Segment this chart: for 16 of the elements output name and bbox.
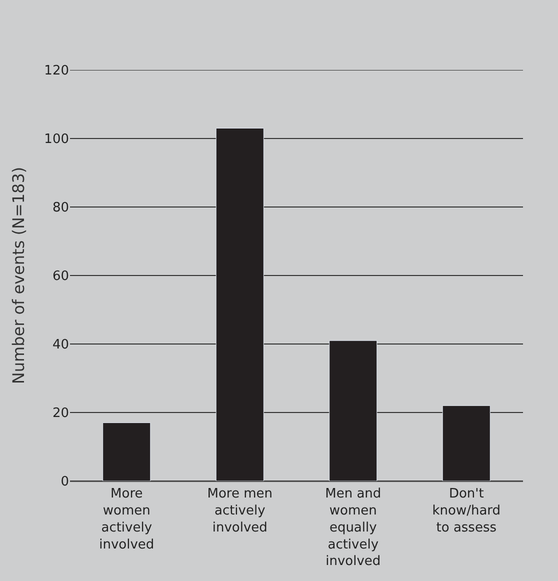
x-tick-label: Don't know/hard to assess <box>432 486 501 536</box>
y-tick-label: 80 <box>52 200 69 216</box>
y-tick-label: 120 <box>44 64 69 79</box>
x-tick-label: Men and women equally actively involved <box>325 486 382 570</box>
x-tick-label: More men actively involved <box>207 486 273 536</box>
y-tick-label: 60 <box>52 269 69 284</box>
bar <box>442 405 490 481</box>
y-tick-label: 40 <box>52 338 69 353</box>
bar <box>102 422 151 481</box>
y-axis-title: Number of events (N=183) <box>9 166 28 384</box>
y-tick-label: 20 <box>52 406 69 422</box>
y-tick-label: 100 <box>44 132 69 148</box>
bar <box>216 128 264 481</box>
bar <box>329 340 378 481</box>
x-tick-label: More women actively involved <box>99 486 154 552</box>
y-tick-label: 0 <box>60 474 69 490</box>
